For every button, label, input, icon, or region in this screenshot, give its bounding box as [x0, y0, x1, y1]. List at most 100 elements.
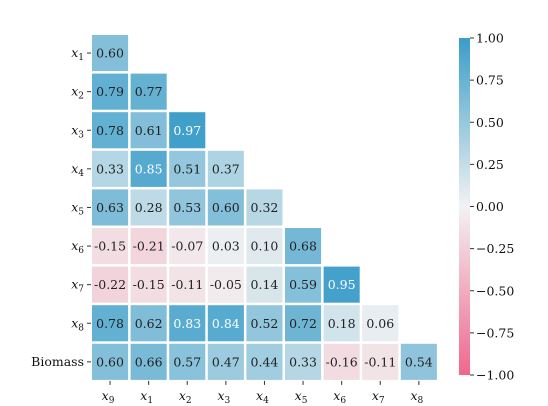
cell-value-label: 0.18 [328, 316, 356, 331]
cell-value-label: 0.85 [135, 161, 163, 176]
heatmap-cell [92, 228, 129, 265]
cell-value-label: 0.78 [96, 123, 124, 138]
heatmap-cell [169, 228, 206, 265]
heatmap-cell [92, 189, 129, 226]
row-tick-label: x4 [71, 161, 84, 179]
cell-value-label: -0.15 [133, 277, 165, 292]
heatmap-cell [207, 343, 244, 380]
cell-value-label: 0.97 [173, 123, 201, 138]
row-tick-label: Biomass [31, 354, 84, 369]
row-tick-label: x6 [71, 238, 84, 256]
cell-value-label: 0.32 [251, 200, 279, 215]
row-tick-label: x1 [71, 45, 84, 63]
heatmap-cell [285, 266, 322, 303]
cell-value-label: 0.14 [251, 277, 279, 292]
heatmap-cell [92, 305, 129, 342]
heatmap-cell [130, 73, 167, 110]
heatmap-cell [130, 305, 167, 342]
cell-value-label: 0.44 [251, 354, 279, 369]
heatmap-cell [323, 305, 360, 342]
heatmap-cell [130, 343, 167, 380]
row-tick-label: x8 [71, 315, 84, 333]
cell-value-label: 0.59 [289, 277, 317, 292]
heatmap-cell [92, 343, 129, 380]
cell-value-label: 0.53 [173, 200, 201, 215]
cell-value-label: 0.33 [289, 354, 317, 369]
row-tick-label: x3 [71, 122, 84, 140]
cell-value-label: 0.37 [212, 161, 240, 176]
row-tick-label: x7 [71, 277, 84, 295]
cell-value-label: -0.05 [210, 277, 242, 292]
cell-value-label: 0.52 [251, 316, 279, 331]
heatmap-cell [246, 305, 283, 342]
heatmap-cell [323, 266, 360, 303]
heatmap-cell [362, 343, 399, 380]
cell-value-label: 0.77 [135, 84, 163, 99]
cell-value-label: 0.10 [251, 239, 279, 254]
column-tick-label: x8 [410, 388, 423, 406]
heatmap-cell [246, 228, 283, 265]
cell-value-label: 0.51 [173, 161, 201, 176]
colorbar-tick-label: 1.00 [476, 31, 504, 46]
heatmap-cell [323, 343, 360, 380]
heatmap-cell [169, 189, 206, 226]
cell-value-label: 0.06 [366, 316, 394, 331]
heatmap-cell [92, 150, 129, 187]
heatmap-cell [400, 343, 437, 380]
cell-value-label: 0.60 [96, 354, 124, 369]
row-labels: x1 x2 x3 x4 x5 x6 x7 x8 Biomass [31, 45, 91, 369]
heatmap-cell [130, 266, 167, 303]
heatmap-cell [207, 150, 244, 187]
heatmap-cell [92, 266, 129, 303]
row-tick-label: x2 [71, 84, 84, 102]
colorbar: 1.00 0.75 0.50 0.25 0.00 −0.25 −0.50 −0.75 −1.00 [459, 31, 514, 383]
cell-value-label: 0.28 [135, 200, 163, 215]
heatmap-cell [169, 266, 206, 303]
column-tick-label: x6 [333, 388, 346, 406]
cell-value-label: 0.03 [212, 239, 240, 254]
cell-value-label: -0.15 [94, 239, 126, 254]
colorbar-tick-label: −0.75 [476, 325, 514, 340]
row-tick-label: x5 [71, 199, 84, 217]
column-labels: x9 x1 x2 x3 x4 x5 x6 x7 x8 [102, 380, 424, 406]
heatmap-cell [130, 150, 167, 187]
heatmap-cell [130, 112, 167, 149]
column-tick-label: x1 [140, 388, 153, 406]
heatmap-cell [130, 189, 167, 226]
colorbar-tick-label: 0.25 [476, 157, 504, 172]
colorbar-gradient [459, 38, 470, 375]
cell-value-label: 0.61 [135, 123, 163, 138]
heatmap-cells: 0.60 0.79 0.77 0.78 0.61 0.97 0.33 0.85 0.51 0.37… [92, 35, 437, 380]
heatmap-cell [246, 343, 283, 380]
heatmap-cell [169, 305, 206, 342]
heatmap-cell [169, 343, 206, 380]
heatmap-cell [207, 305, 244, 342]
cell-value-label: 0.63 [96, 200, 124, 215]
cell-value-label: -0.07 [171, 239, 203, 254]
column-tick-label: x4 [256, 388, 269, 406]
colorbar-tick-label: −1.00 [476, 368, 514, 383]
colorbar-tick-label: 0.00 [476, 199, 504, 214]
column-tick-label: x2 [179, 388, 192, 406]
colorbar-tick-label: −0.25 [476, 241, 514, 256]
cell-value-label: 0.33 [96, 161, 124, 176]
heatmap-cell [92, 112, 129, 149]
heatmap-cell [246, 266, 283, 303]
heatmap-cell [207, 266, 244, 303]
cell-value-label: 0.60 [96, 46, 124, 61]
colorbar-tick-label: 0.50 [476, 115, 504, 130]
column-tick-label: x9 [102, 388, 115, 406]
cell-value-label: -0.11 [364, 354, 396, 369]
cell-value-label: 0.72 [289, 316, 317, 331]
cell-value-label: 0.66 [135, 354, 163, 369]
heatmap-cell [246, 189, 283, 226]
heatmap-cell [130, 228, 167, 265]
column-tick-label: x5 [295, 388, 308, 406]
cell-value-label: 0.79 [96, 84, 124, 99]
heatmap-cell [285, 305, 322, 342]
heatmap-cell [207, 189, 244, 226]
cell-value-label: 0.84 [212, 316, 240, 331]
heatmap-cell [285, 228, 322, 265]
colorbar-tick-label: 0.75 [476, 73, 504, 88]
